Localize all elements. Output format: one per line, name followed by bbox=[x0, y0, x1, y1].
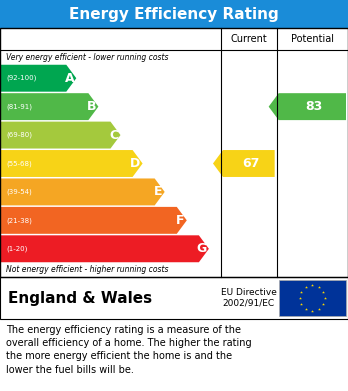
Text: C: C bbox=[109, 129, 118, 142]
Text: 67: 67 bbox=[242, 157, 260, 170]
Bar bbox=[0, 28, 348, 277]
Polygon shape bbox=[0, 93, 98, 120]
Text: (39-54): (39-54) bbox=[6, 189, 32, 195]
Polygon shape bbox=[0, 122, 120, 149]
Polygon shape bbox=[0, 207, 187, 234]
Text: A: A bbox=[65, 72, 74, 85]
Text: (21-38): (21-38) bbox=[6, 217, 32, 224]
Text: (92-100): (92-100) bbox=[6, 75, 37, 81]
Bar bbox=[0, 277, 348, 319]
Text: Energy Efficiency Rating: Energy Efficiency Rating bbox=[69, 7, 279, 22]
Text: B: B bbox=[87, 100, 96, 113]
Text: (1-20): (1-20) bbox=[6, 246, 27, 252]
Text: (81-91): (81-91) bbox=[6, 103, 32, 110]
Text: EU Directive
2002/91/EC: EU Directive 2002/91/EC bbox=[221, 288, 277, 308]
Polygon shape bbox=[213, 150, 275, 177]
Polygon shape bbox=[0, 178, 165, 205]
Text: G: G bbox=[197, 242, 207, 255]
Text: Not energy efficient - higher running costs: Not energy efficient - higher running co… bbox=[6, 265, 168, 274]
Text: Very energy efficient - lower running costs: Very energy efficient - lower running co… bbox=[6, 52, 168, 61]
Bar bbox=[0, 0, 348, 28]
Polygon shape bbox=[0, 235, 209, 262]
Polygon shape bbox=[0, 65, 76, 91]
Text: England & Wales: England & Wales bbox=[8, 291, 152, 305]
Text: (55-68): (55-68) bbox=[6, 160, 32, 167]
Text: Potential: Potential bbox=[291, 34, 334, 44]
Text: Current: Current bbox=[230, 34, 267, 44]
Text: E: E bbox=[154, 185, 163, 198]
Polygon shape bbox=[0, 150, 143, 177]
Text: The energy efficiency rating is a measure of the
overall efficiency of a home. T: The energy efficiency rating is a measur… bbox=[6, 325, 252, 375]
Text: D: D bbox=[130, 157, 141, 170]
Bar bbox=[279, 280, 346, 316]
Text: 83: 83 bbox=[306, 100, 323, 113]
Text: F: F bbox=[176, 214, 185, 227]
Polygon shape bbox=[269, 93, 346, 120]
Text: (69-80): (69-80) bbox=[6, 132, 32, 138]
